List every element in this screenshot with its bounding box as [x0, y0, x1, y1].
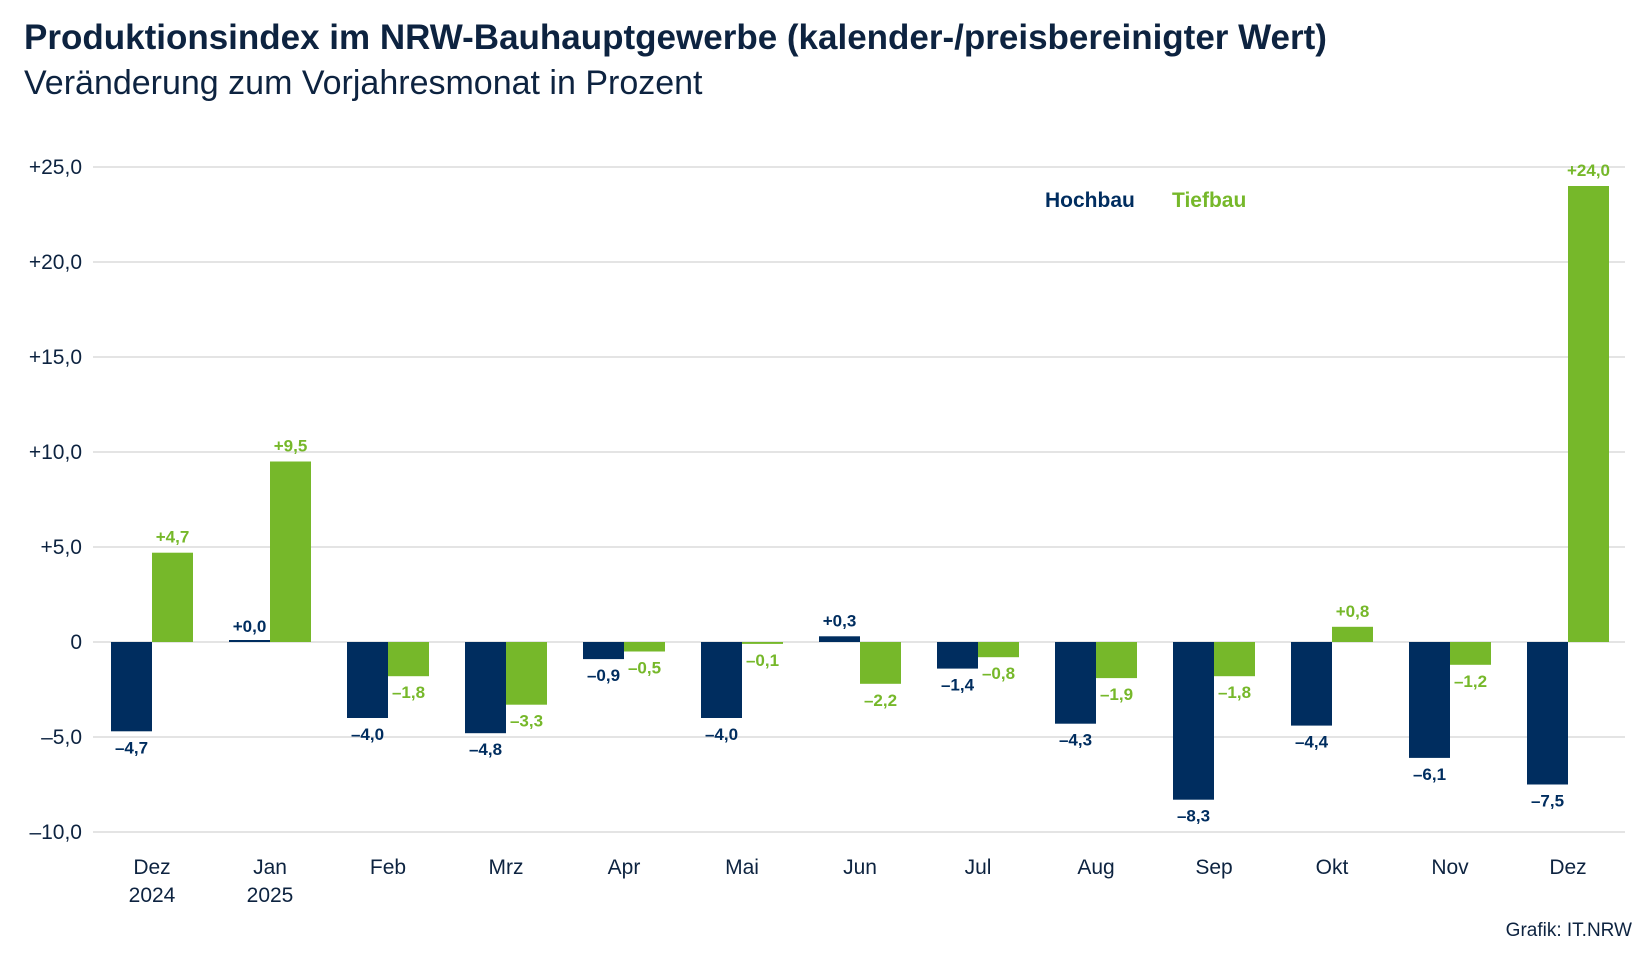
- bar-hochbau: [819, 636, 860, 642]
- x-tick-label: Okt: [1316, 856, 1349, 879]
- data-label: –1,9: [1100, 685, 1133, 704]
- data-label: –4,0: [705, 725, 738, 744]
- bar-hochbau: [1055, 642, 1096, 724]
- bar-tiefbau: [742, 642, 783, 644]
- bar-tiefbau: [1096, 642, 1137, 679]
- data-label: +9,5: [274, 437, 308, 456]
- data-label: +0,8: [1336, 602, 1370, 621]
- bar-tiefbau: [978, 642, 1019, 658]
- data-label: –0,8: [982, 664, 1015, 683]
- y-tick-label: +5,0: [41, 536, 82, 559]
- legend-hochbau: Hochbau: [1045, 189, 1135, 212]
- bar-tiefbau: [388, 642, 429, 677]
- data-label: –4,7: [115, 738, 148, 757]
- data-label: –4,0: [351, 725, 384, 744]
- data-label: –4,4: [1295, 733, 1329, 752]
- bar-hochbau: [583, 642, 624, 660]
- data-label: –6,1: [1413, 765, 1446, 784]
- x-tick-label: Apr: [608, 856, 641, 879]
- bar-tiefbau: [1332, 626, 1373, 642]
- chart-subtitle: Veränderung zum Vorjahresmonat in Prozen…: [24, 64, 703, 102]
- bar-tiefbau: [860, 642, 901, 684]
- data-label: –7,5: [1531, 792, 1564, 811]
- legend-tiefbau: Tiefbau: [1172, 189, 1246, 212]
- bar-hochbau: [1291, 642, 1332, 726]
- bar-hochbau: [347, 642, 388, 718]
- bar-hochbau: [1409, 642, 1450, 758]
- x-tick-label: Jun: [843, 856, 877, 879]
- data-label: –1,8: [392, 683, 425, 702]
- data-label: –4,8: [469, 740, 502, 759]
- y-tick-label: 0: [70, 631, 82, 654]
- x-tick-label: Jan: [253, 856, 287, 879]
- x-tick-label: Mrz: [489, 856, 524, 879]
- bar-hochbau: [1527, 642, 1568, 785]
- bar-tiefbau: [506, 642, 547, 705]
- x-tick-label: Dez: [1549, 856, 1586, 879]
- data-label: –8,3: [1177, 807, 1210, 826]
- data-label: –2,2: [864, 691, 897, 710]
- y-tick-label: –5,0: [41, 726, 82, 749]
- data-label: –0,9: [587, 666, 620, 685]
- x-tick-label: Mai: [725, 856, 759, 879]
- data-label: –1,8: [1218, 683, 1251, 702]
- bar-hochbau: [465, 642, 506, 734]
- data-label: –3,3: [510, 712, 543, 731]
- x-tick-label: Feb: [370, 856, 406, 879]
- bar-tiefbau: [1450, 642, 1491, 665]
- x-tick-label: 2025: [247, 884, 294, 907]
- bar-tiefbau: [624, 642, 665, 652]
- bar-hochbau: [701, 642, 742, 718]
- bar-tiefbau: [1214, 642, 1255, 677]
- data-label: +24,0: [1567, 161, 1610, 180]
- x-tick-label: Jul: [965, 856, 992, 879]
- bar-hochbau: [111, 642, 152, 732]
- bar-hochbau: [1173, 642, 1214, 800]
- data-label: –1,2: [1454, 672, 1487, 691]
- y-tick-label: +20,0: [29, 251, 82, 274]
- chart-title: Produktionsindex im NRW-Bauhauptgewerbe …: [24, 18, 1327, 57]
- y-tick-label: +10,0: [29, 441, 82, 464]
- data-label: –0,1: [746, 651, 779, 670]
- x-tick-label: Nov: [1431, 856, 1469, 879]
- data-label: –4,3: [1059, 731, 1092, 750]
- x-tick-label: Aug: [1077, 856, 1114, 879]
- data-label: –0,5: [628, 659, 661, 678]
- data-label: +0,0: [233, 617, 267, 636]
- bar-tiefbau: [152, 552, 193, 642]
- y-tick-label: –10,0: [29, 821, 82, 844]
- data-label: +0,3: [823, 611, 857, 630]
- x-tick-label: Dez: [133, 856, 170, 879]
- bar-tiefbau: [270, 461, 311, 642]
- y-tick-label: +15,0: [29, 346, 82, 369]
- x-tick-label: Sep: [1195, 856, 1232, 879]
- x-tick-label: 2024: [129, 884, 176, 907]
- bar-tiefbau: [1568, 186, 1609, 642]
- bar-hochbau: [229, 640, 270, 642]
- y-tick-label: +25,0: [29, 156, 82, 179]
- data-label: +4,7: [156, 528, 190, 547]
- bar-hochbau: [937, 642, 978, 669]
- data-label: –1,4: [941, 676, 975, 695]
- source-note: Grafik: IT.NRW: [1505, 920, 1632, 941]
